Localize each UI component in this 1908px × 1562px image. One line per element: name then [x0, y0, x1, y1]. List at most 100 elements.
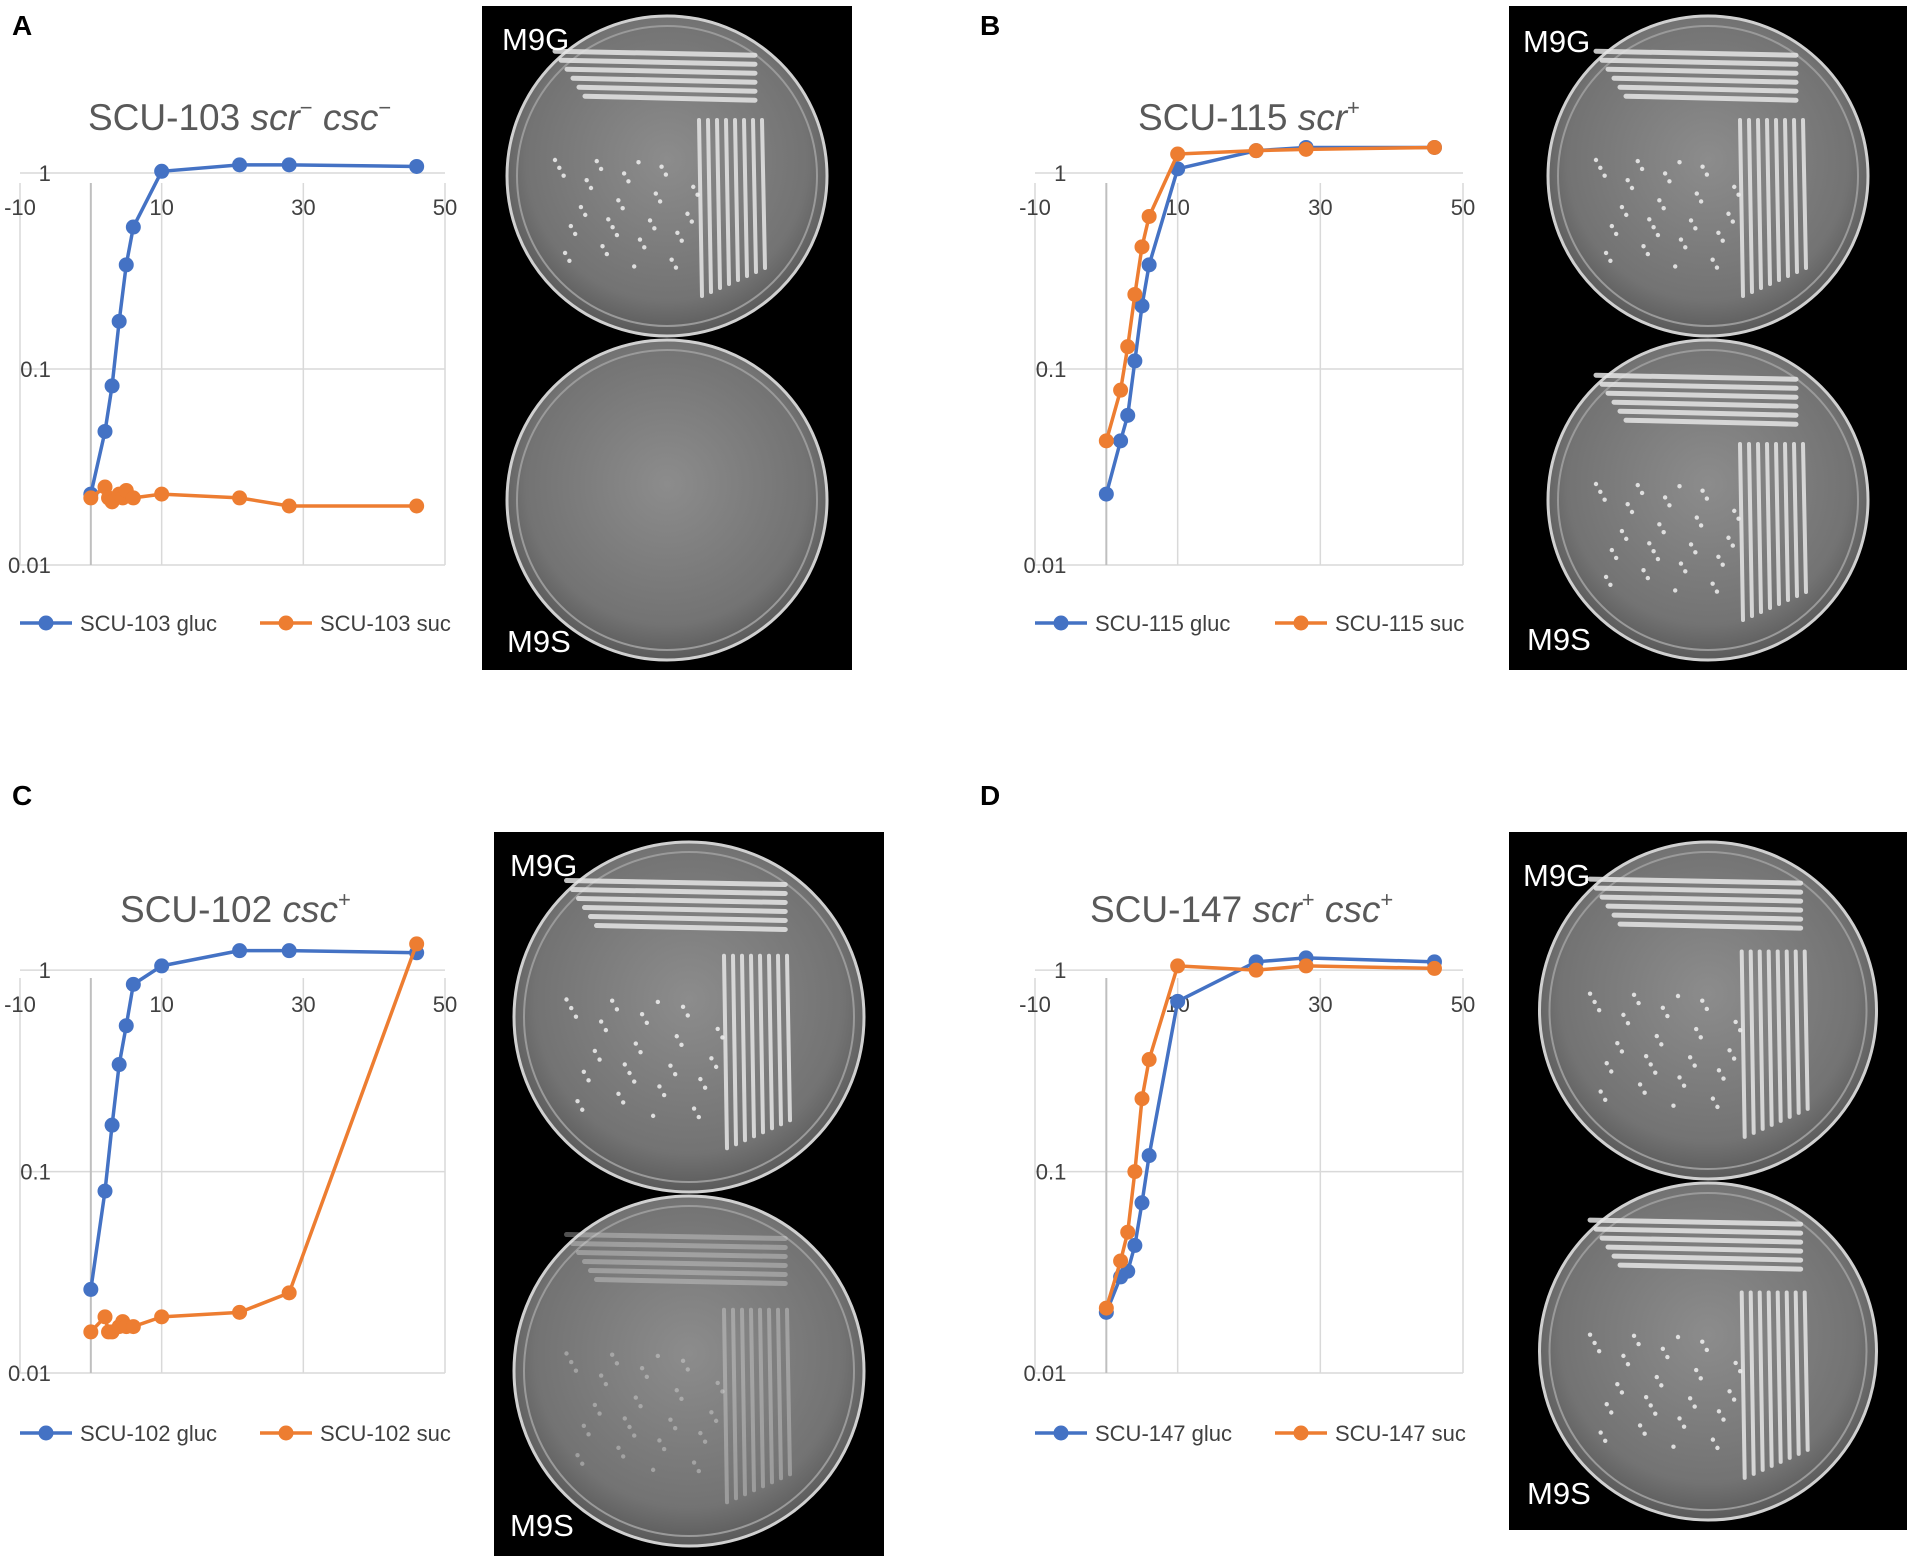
colony-dot — [673, 265, 679, 270]
petri-plates-illustration — [505, 14, 829, 662]
colony-dot — [1635, 482, 1640, 488]
colony-dot — [1716, 1068, 1722, 1073]
data-point-gluc — [154, 163, 170, 179]
y-tick-label: 1 — [1054, 161, 1066, 186]
colony-dot — [1619, 204, 1625, 210]
colony-dot — [1716, 554, 1721, 559]
data-point-suc — [97, 1309, 113, 1325]
colony-dot — [592, 1048, 598, 1054]
colony-dot — [679, 238, 684, 243]
colony-dot — [557, 165, 562, 171]
data-point-suc — [1141, 1052, 1157, 1068]
colony-dot — [685, 1367, 690, 1372]
series-line-gluc — [89, 948, 417, 1290]
colony-dot — [680, 1004, 686, 1010]
colony-dot — [696, 1114, 701, 1120]
colony-dot — [1592, 1340, 1597, 1346]
data-point-suc — [281, 498, 297, 514]
legend-swatch-marker — [1053, 615, 1069, 631]
colony-dot — [614, 232, 620, 238]
colony-dot — [1675, 993, 1681, 999]
y-tick-label: 0.1 — [20, 1160, 51, 1185]
colony-streak — [564, 878, 788, 887]
colony-dot — [1700, 488, 1705, 493]
colony-dot — [584, 177, 589, 183]
colony-dot — [1720, 238, 1725, 243]
colony-dot — [1613, 555, 1619, 561]
data-point-suc — [281, 1285, 297, 1301]
colony-dot — [672, 1072, 678, 1077]
y-tick-label: 0.01 — [8, 553, 51, 578]
colony-dot — [1619, 1390, 1625, 1395]
colony-dot — [1704, 172, 1710, 177]
colony-dot — [1604, 1061, 1609, 1066]
colony-dot — [661, 1092, 667, 1098]
data-point-suc — [1127, 286, 1143, 302]
y-tick-label: 1 — [39, 161, 51, 186]
colony-dot — [1642, 1431, 1647, 1436]
data-point-suc — [232, 1304, 248, 1320]
colony-dot — [562, 250, 568, 256]
colony-dot — [1639, 490, 1645, 496]
colony-dot — [564, 1351, 569, 1356]
colony-dot — [1643, 1394, 1649, 1400]
x-tick-label: 30 — [1308, 195, 1332, 220]
x-tick-label: 30 — [291, 195, 315, 220]
colony-dot — [674, 1388, 679, 1393]
colony-dot — [1714, 265, 1720, 270]
colony-dot — [1694, 191, 1699, 196]
colony-dot — [1733, 1360, 1738, 1366]
colony-dot — [1730, 219, 1735, 224]
colony-dot — [621, 1100, 626, 1105]
plate-label-top-b: M9G — [1523, 24, 1591, 59]
colony-dot — [1683, 245, 1688, 250]
colony-dot — [1662, 171, 1668, 176]
colony-dot — [1647, 541, 1652, 546]
colony-dot — [1687, 1396, 1693, 1401]
data-point-gluc — [1134, 298, 1150, 314]
data-point-gluc — [409, 158, 425, 174]
colony-dot — [632, 264, 637, 269]
colony-dot — [1710, 1096, 1716, 1101]
colony-dot — [1635, 158, 1640, 164]
colony-dot — [1596, 1007, 1602, 1013]
colony-dot — [674, 1034, 679, 1039]
plate-label-bottom-d: M9S — [1527, 1476, 1591, 1511]
colony-streak — [1739, 1290, 1747, 1480]
colony-dot — [610, 225, 615, 230]
colony-dot — [568, 223, 574, 229]
data-point-gluc — [154, 958, 170, 974]
colony-dot — [685, 211, 690, 216]
colony-dot — [1688, 218, 1694, 223]
colony-streak — [1792, 442, 1799, 598]
colony-dot — [1677, 160, 1682, 165]
legend-swatch-marker — [1293, 615, 1309, 631]
colony-dot — [691, 1460, 697, 1465]
colony-dot — [668, 1417, 673, 1422]
colony-streak — [722, 953, 729, 1151]
plate-photo-c — [494, 832, 884, 1556]
colony-dot — [1659, 1383, 1664, 1388]
colony-dot — [1648, 1062, 1653, 1067]
colony-dot — [621, 171, 627, 176]
colony-dot — [614, 1007, 620, 1012]
colony-dot — [1677, 1075, 1682, 1080]
colony-dot — [633, 1041, 638, 1046]
x-tick-label: 10 — [149, 992, 173, 1017]
data-point-suc — [409, 498, 425, 514]
colony-streak — [749, 953, 756, 1139]
plate-label-bottom-a: M9S — [507, 624, 571, 659]
colony-dot — [1660, 1005, 1666, 1011]
colony-dot — [1721, 1076, 1726, 1081]
plate-sucrose-icon — [512, 1194, 866, 1548]
colony-dot — [1653, 1411, 1658, 1416]
colony-streak — [1765, 442, 1772, 610]
colony-streak — [1775, 1290, 1783, 1464]
colony-dot — [1692, 1404, 1697, 1409]
legend-swatch-marker — [38, 1425, 54, 1441]
colony-streak — [1605, 390, 1799, 400]
x-tick-label: 50 — [1451, 195, 1475, 220]
colony-dot — [597, 1057, 602, 1062]
colony-streak — [722, 1307, 729, 1505]
colony-dot — [1678, 561, 1684, 566]
